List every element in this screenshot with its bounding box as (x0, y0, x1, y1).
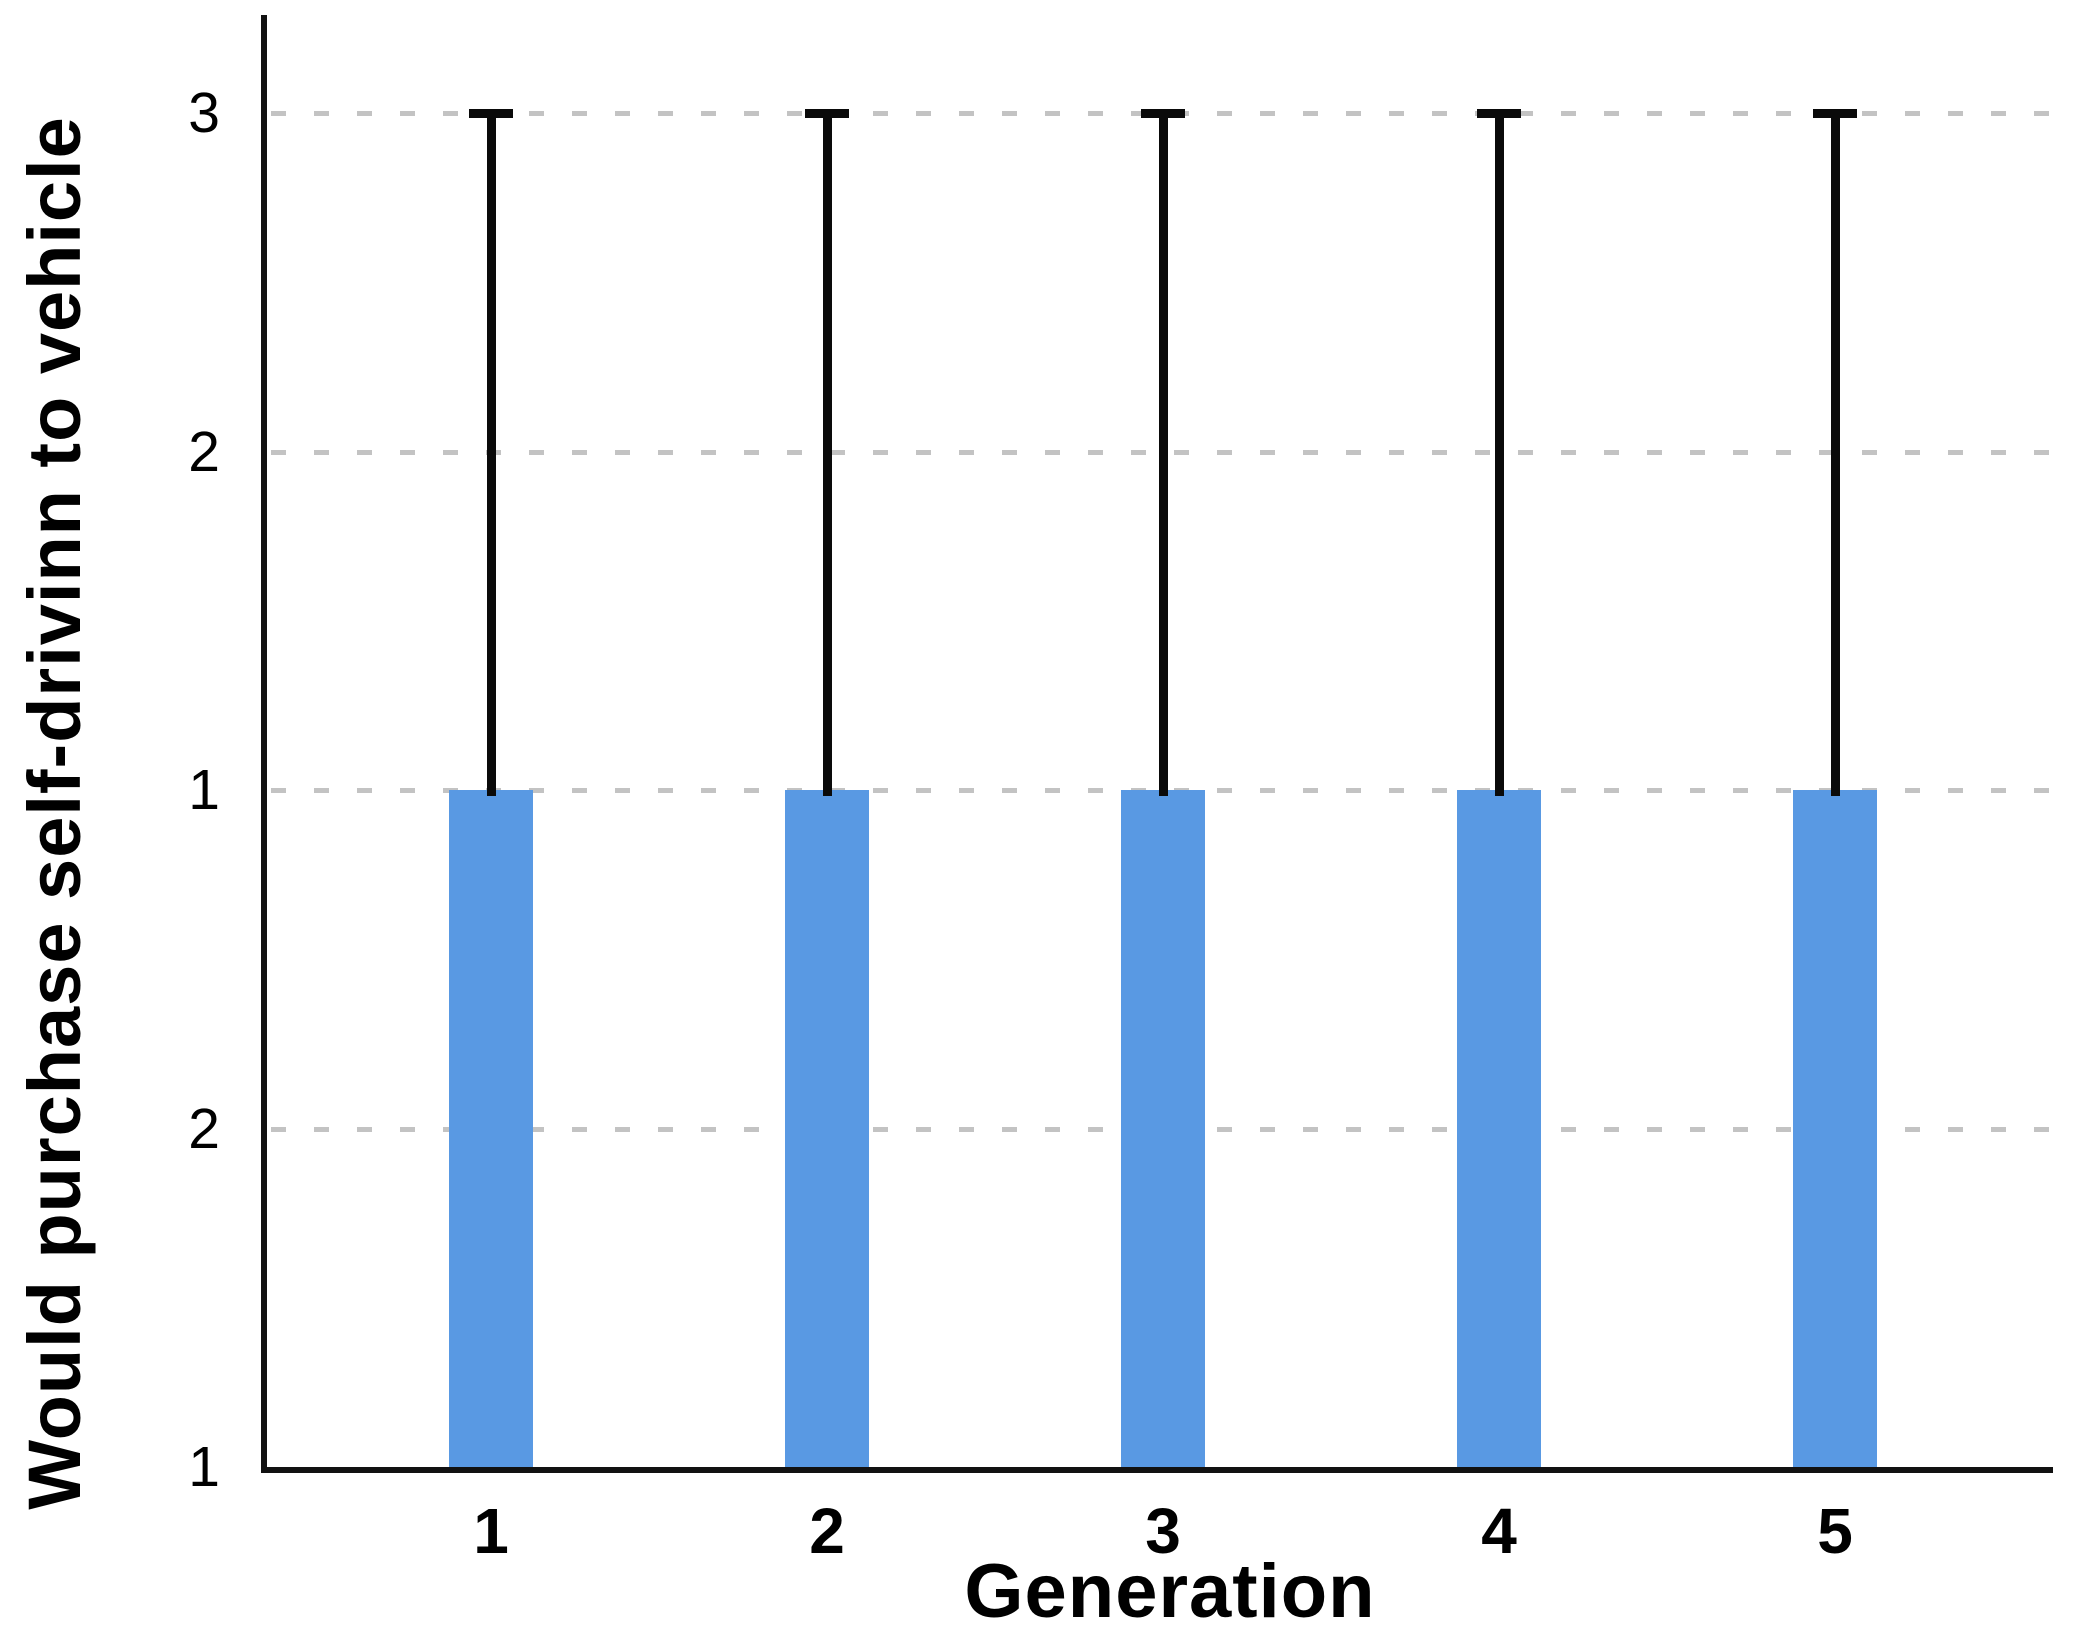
error-bar-line (486, 113, 496, 796)
bar (449, 790, 533, 1467)
error-bar-line (1158, 113, 1168, 796)
error-bar-cap (469, 109, 513, 118)
x-tick-label: 3 (1145, 1495, 1181, 1567)
x-tick-label: 4 (1481, 1495, 1517, 1567)
bar (1457, 790, 1541, 1467)
x-axis-line (261, 1467, 2053, 1473)
error-bar-cap (1477, 109, 1521, 118)
y-tick-label: 2 (188, 419, 220, 484)
x-tick-label: 1 (473, 1495, 509, 1567)
y-axis-line (261, 15, 267, 1473)
bar (1121, 790, 1205, 1467)
y-tick-label: 2 (188, 1096, 220, 1161)
bar (1793, 790, 1877, 1467)
error-bar-line (1494, 113, 1504, 796)
error-bar-cap (1141, 109, 1185, 118)
bar (785, 790, 869, 1467)
y-tick-label: 1 (188, 758, 220, 822)
x-axis-label: Generation (964, 1549, 1376, 1634)
x-tick-label: 2 (809, 1495, 845, 1567)
error-bar-cap (1813, 109, 1857, 118)
plot-area (261, 15, 2053, 1473)
error-bar-cap (805, 109, 849, 118)
error-bar-line (1830, 113, 1840, 796)
x-tick-label: 5 (1817, 1495, 1853, 1567)
error-bar-line (822, 113, 832, 796)
y-tick-label: 1 (188, 1435, 220, 1499)
y-tick-label: 3 (188, 81, 220, 145)
